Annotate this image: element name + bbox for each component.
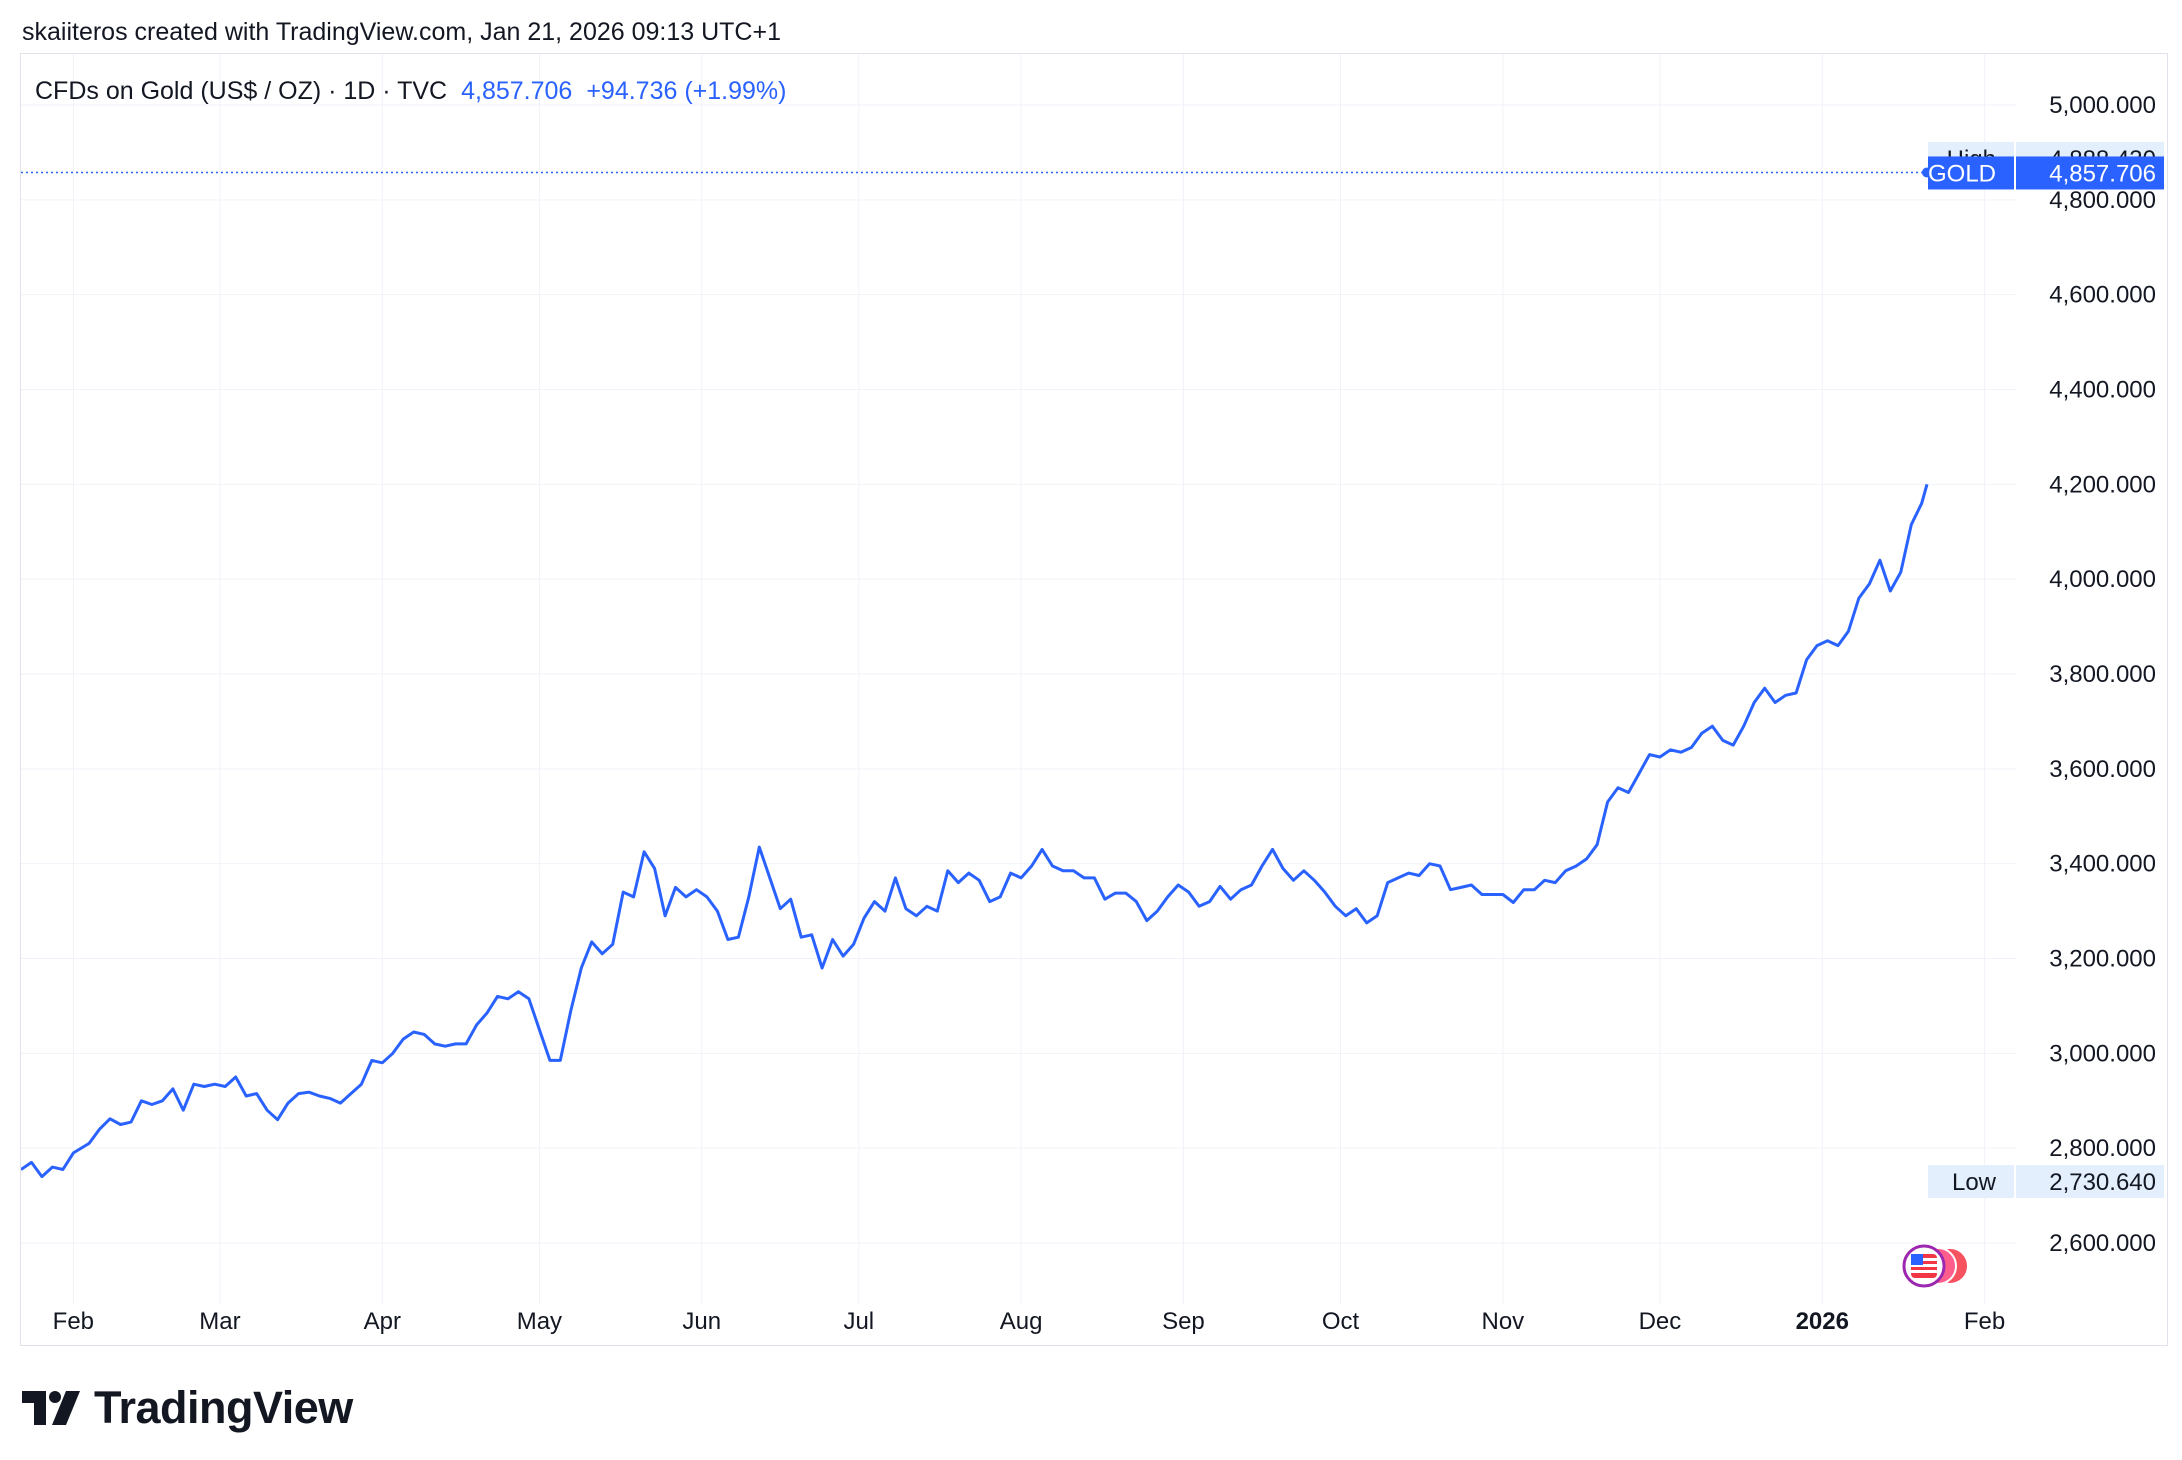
time-tick-label: Mar [199, 1308, 240, 1335]
price-line [21, 483, 1929, 1179]
price-tick-label: 3,800.000 [2049, 661, 2156, 688]
price-tick-label: 3,400.000 [2049, 851, 2156, 878]
low-label: Low [1952, 1169, 1997, 1196]
time-tick-label: Nov [1482, 1308, 1525, 1335]
legend-symbol: CFDs on Gold (US$ / OZ) · 1D · TVC [35, 77, 447, 105]
us-flag-icon[interactable] [1902, 1244, 1969, 1288]
time-tick-label: Apr [364, 1308, 401, 1335]
low-value-bg [2016, 1165, 2164, 1199]
time-tick-label: Sep [1162, 1308, 1205, 1335]
price-tick-label: 3,200.000 [2049, 946, 2156, 973]
last-price-badge [1928, 156, 2014, 190]
price-tick-label: 4,600.000 [2049, 282, 2156, 309]
price-tick-label: 4,200.000 [2049, 471, 2156, 498]
price-chart[interactable]: 2,600.000 2,800.000 3,000.000 3,200.000 3,40… [21, 54, 2169, 1347]
price-tick-label: 5,000.000 [2049, 92, 2156, 119]
price-tick-label: 3,000.000 [2049, 1040, 2156, 1067]
price-tick-label: 4,000.000 [2049, 566, 2156, 593]
price-tick-label: 2,800.000 [2049, 1135, 2156, 1162]
last-price-label: GOLD [1928, 160, 1996, 187]
time-tick-label: Jul [843, 1308, 874, 1335]
time-tick-label: Aug [1000, 1308, 1043, 1335]
low-value: 2,730.640 [2049, 1169, 2156, 1196]
chart-attribution: skaiiteros created with TradingView.com,… [22, 18, 781, 46]
time-tick-label: May [517, 1308, 562, 1335]
time-tick-label: Dec [1639, 1308, 1682, 1335]
tradingview-logo[interactable]: TradingView [22, 1382, 353, 1434]
price-tick-label: 4,800.000 [2049, 187, 2156, 214]
low-badge [1928, 1165, 2014, 1199]
last-price-value-bg [2016, 156, 2164, 190]
tradingview-logo-icon [22, 1391, 80, 1425]
grid-lines [21, 54, 2016, 1304]
legend: CFDs on Gold (US$ / OZ) · 1D · TVC 4,857… [35, 77, 786, 105]
time-tick-label: Jun [682, 1308, 721, 1335]
tradingview-wordmark: TradingView [94, 1382, 353, 1433]
price-tick-label: 4,400.000 [2049, 377, 2156, 404]
legend-last-price: 4,857.706 [461, 77, 572, 105]
time-tick-label: Feb [1964, 1308, 2005, 1335]
price-axis[interactable]: 2,600.000 2,800.000 3,000.000 3,200.000 3,40… [2049, 92, 2156, 1257]
time-tick-label: 2026 [1796, 1308, 1849, 1335]
chart-frame[interactable]: 2,600.000 2,800.000 3,000.000 3,200.000 3,40… [20, 53, 2168, 1346]
time-axis[interactable]: Feb Mar Apr May Jun Jul Aug Sep Oct Nov Dec 2026 Feb [53, 1308, 2006, 1335]
price-series [21, 167, 2016, 1179]
last-price-value: 4,857.706 [2049, 160, 2156, 187]
legend-change: +94.736 (+1.99%) [586, 77, 786, 105]
time-tick-label: Oct [1322, 1308, 1360, 1335]
time-tick-label: Feb [53, 1308, 94, 1335]
price-tick-label: 3,600.000 [2049, 756, 2156, 783]
price-tick-label: 2,600.000 [2049, 1230, 2156, 1257]
